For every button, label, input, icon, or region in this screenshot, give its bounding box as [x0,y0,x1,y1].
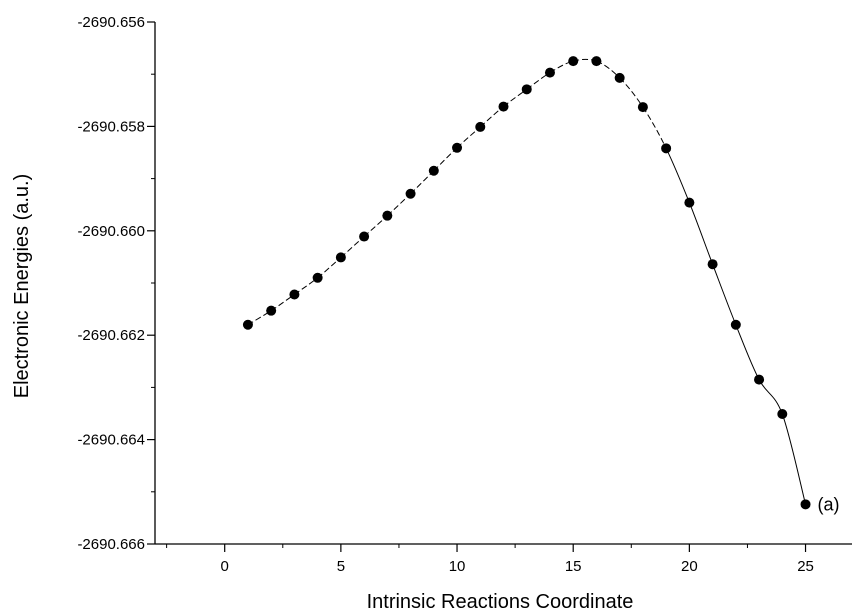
x-axis-title: Intrinsic Reactions Coordinate [367,591,634,613]
data-point [242,319,253,330]
x-tick-label: 5 [337,558,345,575]
y-ticks: -2690.666 -2690.664 -2690.662 -2690.660 -269… [77,14,155,553]
x-tick-label: 0 [221,558,229,575]
annotations: (a) [818,494,840,514]
series-line-segment [735,324,760,380]
data-point [614,72,625,83]
x-tick-label: 10 [449,558,466,575]
y-axis-title: Electronic Energies (a.u.) [11,174,33,399]
data-point [428,165,439,176]
data-point [312,272,323,283]
data-point [777,409,788,420]
data-point [544,67,555,78]
y-tick-label: -2690.658 [77,118,145,135]
data-point [335,252,346,263]
data-point [359,231,370,242]
x-ticks: 0 5 10 15 20 25 [166,544,814,575]
series-line-segment [665,148,690,203]
y-tick-label: -2690.656 [77,14,145,31]
data-point [289,289,300,300]
series-line-segment [642,106,667,149]
data-point [707,259,718,270]
x-tick-label: 25 [797,558,814,575]
axes [154,22,852,545]
data-point [475,121,486,132]
data-point [754,374,765,385]
data-point [730,319,741,330]
data-point [568,56,579,67]
x-tick-label: 20 [681,558,698,575]
data-series [242,56,811,510]
series-line-segment [619,77,644,108]
data-point [382,210,393,221]
data-point [684,197,695,208]
data-point [591,56,602,67]
y-tick-label: -2690.662 [77,327,145,344]
series-line-segment [712,264,737,325]
data-point [521,84,532,95]
data-point [637,102,648,113]
y-tick-label: -2690.666 [77,536,145,553]
data-point [405,188,416,199]
data-point [498,101,509,112]
data-point [452,142,463,153]
series-line-segment [688,202,714,265]
series-line-segment [781,413,807,505]
y-tick-label: -2690.660 [77,223,145,240]
series-line-segment [758,379,783,415]
data-point [800,499,811,510]
y-tick-label: -2690.664 [77,432,145,449]
data-point [266,305,277,316]
data-point [661,143,672,154]
x-tick-label: 15 [565,558,582,575]
annotation-label: (a) [818,494,840,514]
